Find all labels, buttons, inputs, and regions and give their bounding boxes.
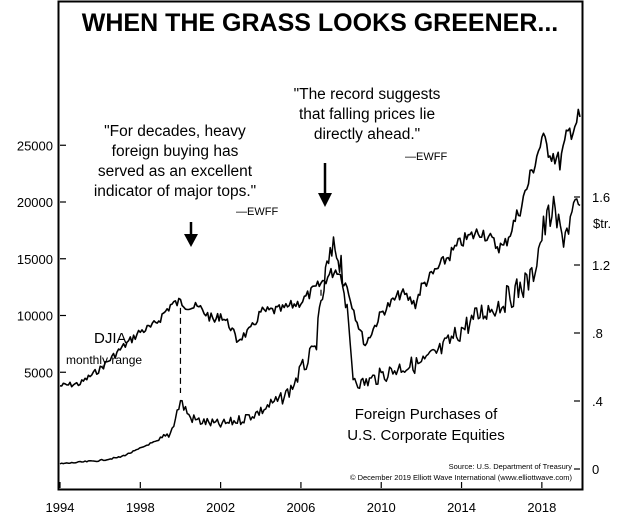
y-left-tick-label: 5000 [24,365,53,380]
quote-2-line-1: "The record suggests [294,86,441,103]
y-axis-left: 5000 10000 15000 20000 25000 [17,138,66,380]
y-left-tick-label: 10000 [17,309,53,324]
y-left-tick-label: 15000 [17,252,53,267]
x-tick-label: 1998 [126,500,155,515]
y-left-tick-label: 20000 [17,195,53,210]
y-right-tick-label: 0 [592,462,599,477]
quote-1-attribution: —EWFF [236,206,278,218]
quote-1-line-2: foreign buying has [112,143,239,160]
y-left-tick-label: 25000 [17,138,53,153]
arrow-2000 [184,222,198,247]
marker-lines [179,289,322,393]
djia-label: DJIA [94,330,127,347]
x-tick-label: 2002 [206,500,235,515]
chart-title: WHEN THE GRASS LOOKS GREENER... [82,9,558,37]
x-tick-label: 1994 [46,500,75,515]
y-right-tick-label: .8 [592,326,603,341]
quote-1: "For decades, heavy foreign buying has s… [94,123,279,218]
quote-2-attribution: —EWFF [405,151,447,163]
quote-1-line-4: indicator of major tops." [94,183,256,200]
x-tick-label: 2010 [367,500,396,515]
foreign-label-line-1: Foreign Purchases of [355,406,498,423]
source-note: Source: U.S. Department of Treasury [449,462,573,471]
y-right-tick-label: .4 [592,394,603,409]
quote-1-line-3: served as an excellent [98,163,253,180]
y-right-tick-label: 1.6 [592,190,610,205]
chart-frame [57,0,584,491]
quote-1-line-1: "For decades, heavy [104,123,246,140]
y-axis-right: 0 .4 .8 1.2 1.6 [574,190,610,477]
x-tick-label: 2014 [447,500,476,515]
quote-2: "The record suggests that falling prices… [294,86,448,163]
quote-2-line-3: directly ahead." [314,126,420,143]
quote-2-line-2: that falling prices lie [299,106,435,123]
x-axis: 1994 1998 2002 2006 2010 2014 2018 [46,482,556,515]
series-lines [59,108,581,465]
series-foreign-purchases-line [59,195,581,465]
djia-sublabel: monthly range [66,353,142,367]
arrow-2007 [318,163,332,207]
x-tick-label: 2018 [527,500,556,515]
foreign-label-line-2: U.S. Corporate Equities [347,427,505,444]
y-right-unit-label: $tr. [593,216,611,231]
x-tick-label: 2006 [286,500,315,515]
series-djia-line [59,108,581,388]
copyright-note: © December 2019 Elliott Wave Internation… [350,473,573,482]
y-right-tick-label: 1.2 [592,258,610,273]
